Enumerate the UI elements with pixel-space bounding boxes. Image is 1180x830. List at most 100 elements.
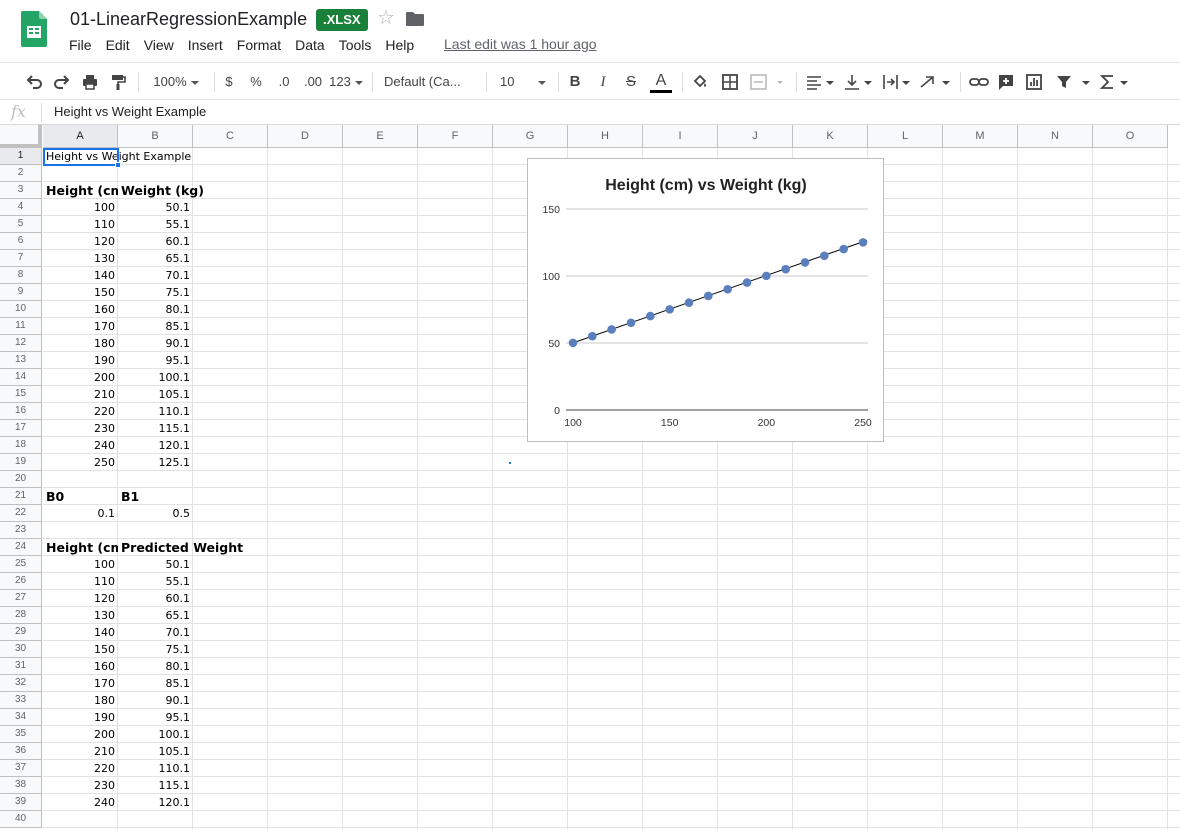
row-header-27[interactable]: 27 <box>0 590 42 607</box>
column-header-f[interactable]: F <box>418 125 493 148</box>
coef-label-b0[interactable]: B0 <box>46 489 65 504</box>
predicted-weight-cell[interactable]: 65.1 <box>165 609 191 622</box>
functions-icon[interactable] <box>1098 72 1132 92</box>
coef-label-b1[interactable]: B1 <box>121 489 140 504</box>
row-header-37[interactable]: 37 <box>0 760 42 777</box>
header-height-2[interactable]: Height (cm) <box>46 540 118 555</box>
filter-icon[interactable] <box>1054 72 1092 92</box>
row-header-5[interactable]: 5 <box>0 216 42 233</box>
height-cell[interactable]: 170 <box>94 320 115 333</box>
height-cell[interactable]: 110 <box>94 575 115 588</box>
column-header-a[interactable]: A <box>43 125 118 148</box>
height-cell[interactable]: 120 <box>94 592 115 605</box>
row-header-32[interactable]: 32 <box>0 675 42 692</box>
column-header-l[interactable]: L <box>868 125 943 148</box>
menu-tools[interactable]: Tools <box>338 37 372 53</box>
height-cell[interactable]: 190 <box>94 711 115 724</box>
predicted-weight-cell[interactable]: 55.1 <box>165 575 191 588</box>
merge-cells-icon[interactable] <box>748 72 788 92</box>
header-height[interactable]: Height (cm) <box>46 183 118 198</box>
predicted-weight-cell[interactable]: 75.1 <box>165 643 191 656</box>
height-cell[interactable]: 180 <box>94 337 115 350</box>
height-cell[interactable]: 230 <box>94 779 115 792</box>
zoom-select[interactable]: 100% <box>146 72 206 92</box>
column-header-d[interactable]: D <box>268 125 343 148</box>
height-cell[interactable]: 230 <box>94 422 115 435</box>
predicted-weight-cell[interactable]: 80.1 <box>165 660 191 673</box>
row-header-34[interactable]: 34 <box>0 709 42 726</box>
horizontal-align-icon[interactable] <box>804 72 836 92</box>
predicted-weight-cell[interactable]: 110.1 <box>158 762 191 775</box>
font-size-select[interactable]: 10 <box>500 72 552 92</box>
height-cell[interactable]: 160 <box>94 303 115 316</box>
row-header-40[interactable]: 40 <box>0 811 42 828</box>
row-header-13[interactable]: 13 <box>0 352 42 369</box>
row-header-1[interactable]: 1 <box>0 148 42 165</box>
predicted-weight-cell[interactable]: 50.1 <box>165 558 191 571</box>
predicted-weight-cell[interactable]: 90.1 <box>165 694 191 707</box>
formula-input[interactable]: Height vs Weight Example <box>54 104 207 119</box>
coef-value-b1[interactable]: 0.5 <box>172 507 191 520</box>
borders-icon[interactable] <box>720 72 740 92</box>
row-header-28[interactable]: 28 <box>0 607 42 624</box>
row-header-39[interactable]: 39 <box>0 794 42 811</box>
print-icon[interactable] <box>80 72 100 92</box>
text-rotation-icon[interactable] <box>918 72 952 92</box>
height-cell[interactable]: 210 <box>94 388 115 401</box>
row-header-16[interactable]: 16 <box>0 403 42 420</box>
last-edit-link[interactable]: Last edit was 1 hour ago <box>444 36 597 52</box>
row-header-24[interactable]: 24 <box>0 539 42 556</box>
header-predicted-weight[interactable]: Predicted Weight <box>121 540 244 555</box>
strikethrough-button[interactable]: S <box>625 73 636 90</box>
percent-format-button[interactable]: % <box>250 74 262 89</box>
font-select[interactable]: Default (Ca... <box>384 72 478 105</box>
height-cell[interactable]: 160 <box>94 660 115 673</box>
row-header-6[interactable]: 6 <box>0 233 42 250</box>
header-weight[interactable]: Weight (kg) <box>121 183 204 198</box>
predicted-weight-cell[interactable]: 70.1 <box>165 626 191 639</box>
predicted-weight-cell[interactable]: 105.1 <box>158 745 191 758</box>
row-header-18[interactable]: 18 <box>0 437 42 454</box>
height-cell[interactable]: 180 <box>94 694 115 707</box>
menu-data[interactable]: Data <box>295 37 325 53</box>
row-header-17[interactable]: 17 <box>0 420 42 437</box>
menu-format[interactable]: Format <box>236 37 282 53</box>
column-header-m[interactable]: M <box>943 125 1018 148</box>
insert-comment-icon[interactable] <box>996 72 1016 92</box>
predicted-weight-cell[interactable]: 115.1 <box>158 779 191 792</box>
row-header-20[interactable]: 20 <box>0 471 42 488</box>
weight-cell[interactable]: 80.1 <box>165 303 191 316</box>
weight-cell[interactable]: 120.1 <box>158 439 191 452</box>
height-cell[interactable]: 130 <box>94 609 115 622</box>
row-header-22[interactable]: 22 <box>0 505 42 522</box>
height-cell[interactable]: 210 <box>94 745 115 758</box>
folder-icon[interactable] <box>406 11 424 26</box>
row-header-33[interactable]: 33 <box>0 692 42 709</box>
weight-cell[interactable]: 65.1 <box>165 252 191 265</box>
decrease-decimals-button[interactable]: .0 <box>274 72 294 92</box>
height-cell[interactable]: 140 <box>94 269 115 282</box>
row-header-4[interactable]: 4 <box>0 199 42 216</box>
row-header-11[interactable]: 11 <box>0 318 42 335</box>
column-header-i[interactable]: I <box>643 125 718 148</box>
increase-decimals-button[interactable]: .00 <box>301 72 325 92</box>
predicted-weight-cell[interactable]: 100.1 <box>158 728 191 741</box>
height-cell[interactable]: 190 <box>94 354 115 367</box>
row-header-31[interactable]: 31 <box>0 658 42 675</box>
weight-cell[interactable]: 50.1 <box>165 201 191 214</box>
weight-cell[interactable]: 60.1 <box>165 235 191 248</box>
column-header-b[interactable]: B <box>118 125 193 148</box>
predicted-weight-cell[interactable]: 120.1 <box>158 796 191 809</box>
weight-cell[interactable]: 85.1 <box>165 320 191 333</box>
menu-insert[interactable]: Insert <box>187 37 223 53</box>
row-header-25[interactable]: 25 <box>0 556 42 573</box>
height-cell[interactable]: 100 <box>94 558 115 571</box>
predicted-weight-cell[interactable]: 60.1 <box>165 592 191 605</box>
height-cell[interactable]: 200 <box>94 371 115 384</box>
row-header-3[interactable]: 3 <box>0 182 42 199</box>
height-cell[interactable]: 150 <box>94 643 115 656</box>
column-header-e[interactable]: E <box>343 125 418 148</box>
currency-format-button[interactable]: $ <box>225 74 233 89</box>
menu-edit[interactable]: Edit <box>105 37 130 53</box>
menu-view[interactable]: View <box>143 37 174 53</box>
